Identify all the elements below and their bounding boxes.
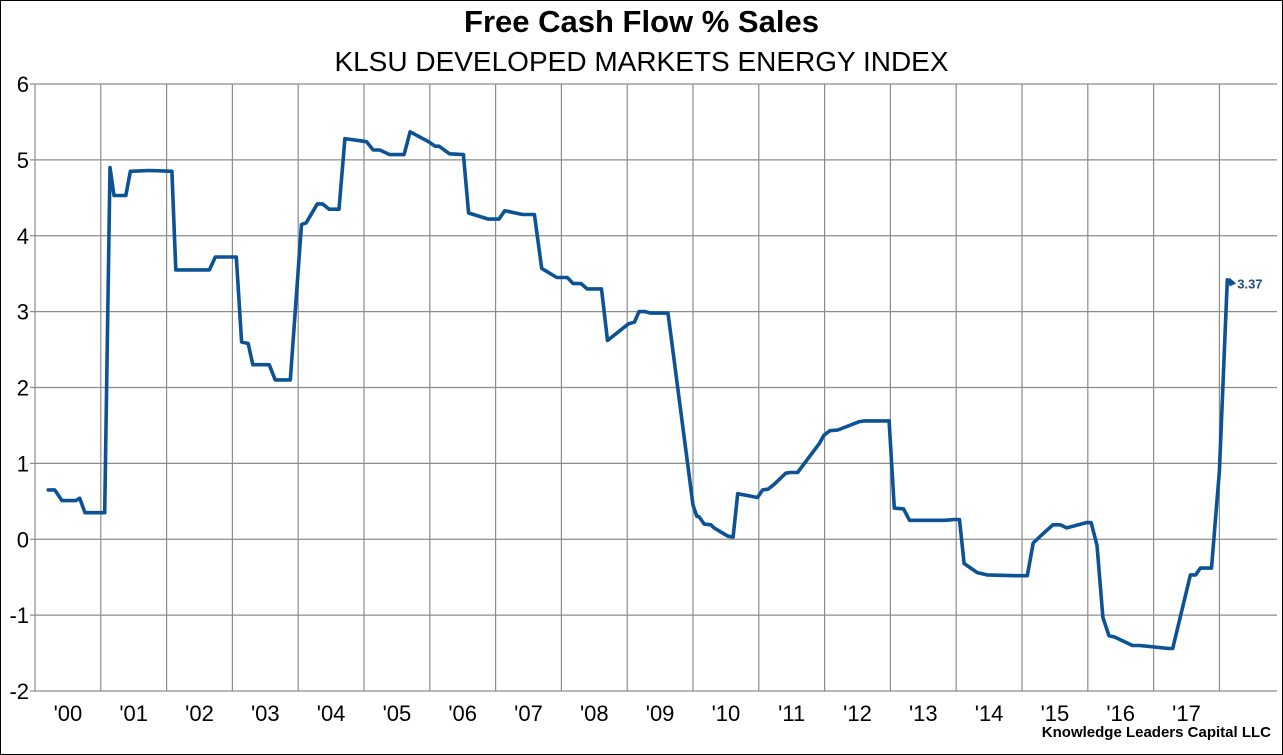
x-tick-label: '00 (54, 701, 83, 726)
x-tick-label: '03 (251, 701, 280, 726)
chart-subtitle: KLSU DEVELOPED MARKETS ENERGY INDEX (334, 46, 949, 77)
x-tick-label: '05 (383, 701, 412, 726)
x-tick-label: '14 (975, 701, 1004, 726)
y-axis-ticks: 6 5 4 3 2 1 0 -1 -2 (9, 72, 29, 704)
x-tick-label: '16 (1106, 701, 1135, 726)
y-tick-label: 6 (17, 72, 29, 97)
chart-title: Free Cash Flow % Sales (464, 4, 819, 39)
end-value-label: 3.37 (1237, 277, 1262, 292)
y-tick-label: 2 (17, 376, 29, 401)
x-tick-label: '08 (580, 701, 609, 726)
y-tick-label: -1 (9, 603, 29, 628)
x-tick-label: '13 (909, 701, 938, 726)
x-tick-label: '02 (185, 701, 214, 726)
y-tick-label: 5 (17, 148, 29, 173)
x-tick-label: '12 (843, 701, 872, 726)
x-tick-label: '15 (1041, 701, 1070, 726)
series-layer: 3.37 (46, 130, 1263, 651)
x-axis-ticks: '00 '01 '02 '03 '04 '05 '06 '07 '08 '09 '10 '11 '12 '… (54, 701, 1201, 726)
x-tick-label: '09 (646, 701, 675, 726)
x-tick-label: '06 (448, 701, 477, 726)
x-tick-label: '17 (1172, 701, 1201, 726)
y-tick-label: -2 (9, 679, 29, 704)
x-tick-label: '04 (317, 701, 346, 726)
y-tick-label: 0 (17, 527, 29, 552)
y-tick-label: 4 (17, 224, 29, 249)
end-marker (1229, 277, 1237, 287)
x-tick-label: '01 (119, 701, 148, 726)
y-tick-label: 1 (17, 451, 29, 476)
grid-lines (30, 83, 1277, 692)
x-tick-label: '11 (778, 701, 805, 726)
series-line (46, 130, 1233, 651)
x-tick-label: '10 (712, 701, 741, 726)
x-tick-label: '07 (514, 701, 543, 726)
y-tick-label: 3 (17, 300, 29, 325)
source-credit: Knowledge Leaders Capital LLC (1041, 724, 1271, 741)
